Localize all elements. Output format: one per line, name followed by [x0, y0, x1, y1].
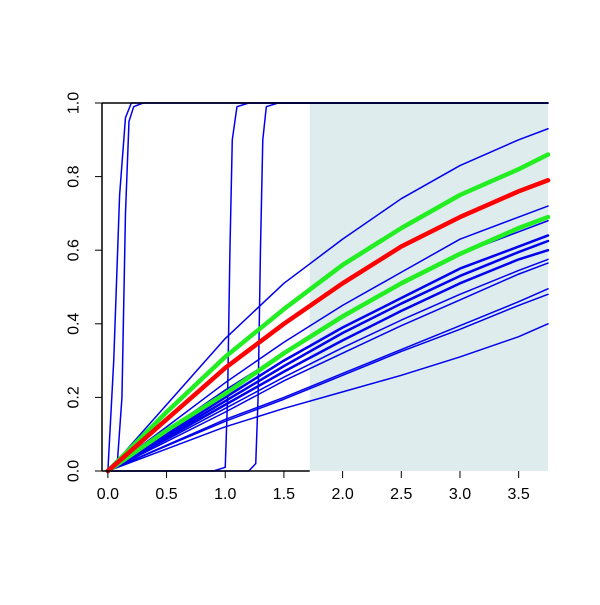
x-tick-label: 1.0 [214, 486, 236, 503]
series-line-9 [106, 248, 550, 473]
series-line-11 [107, 262, 549, 472]
x-tick-label: 2.5 [390, 486, 412, 503]
x-tick-label: 3.0 [449, 486, 471, 503]
series-layer [105, 102, 551, 474]
series-line-green-16 [105, 214, 551, 474]
series-line-12 [107, 288, 549, 472]
series-line-4 [107, 128, 549, 472]
axes-layer [101, 102, 548, 472]
y-tick-label: 1.0 [66, 92, 83, 114]
shaded-region-layer [309, 103, 548, 471]
series-line-10 [107, 258, 549, 472]
series-line-3 [107, 102, 549, 472]
series-line-14 [107, 323, 549, 472]
series-line-7 [106, 234, 550, 473]
shaded-region [309, 103, 548, 471]
series-line-green-15 [105, 152, 551, 474]
y-tick-label: 0.6 [66, 239, 83, 261]
x-tick-label: 1.5 [273, 486, 295, 503]
series-line-2 [107, 102, 549, 472]
series-line-5 [107, 205, 549, 472]
y-tick-label: 0.8 [66, 165, 83, 187]
x-tick-label: 3.5 [508, 486, 530, 503]
y-tick-label: 0.4 [66, 313, 83, 335]
y-tick-label: 0.2 [66, 386, 83, 408]
x-tick-label: 0.0 [97, 486, 119, 503]
series-line-13 [107, 293, 549, 472]
x-tick-label: 2.0 [331, 486, 353, 503]
y-tick-label: 0.0 [66, 460, 83, 482]
series-line-8 [106, 239, 550, 473]
x-tick-label: 0.5 [155, 486, 177, 503]
ticks-layer: 0.0 0.5 1.0 1.5 2.0 2.5 3.0 3.5 0.0 0.2 0.4 0.6 0.8 1… [66, 92, 530, 503]
series-line-red-17 [105, 178, 551, 474]
